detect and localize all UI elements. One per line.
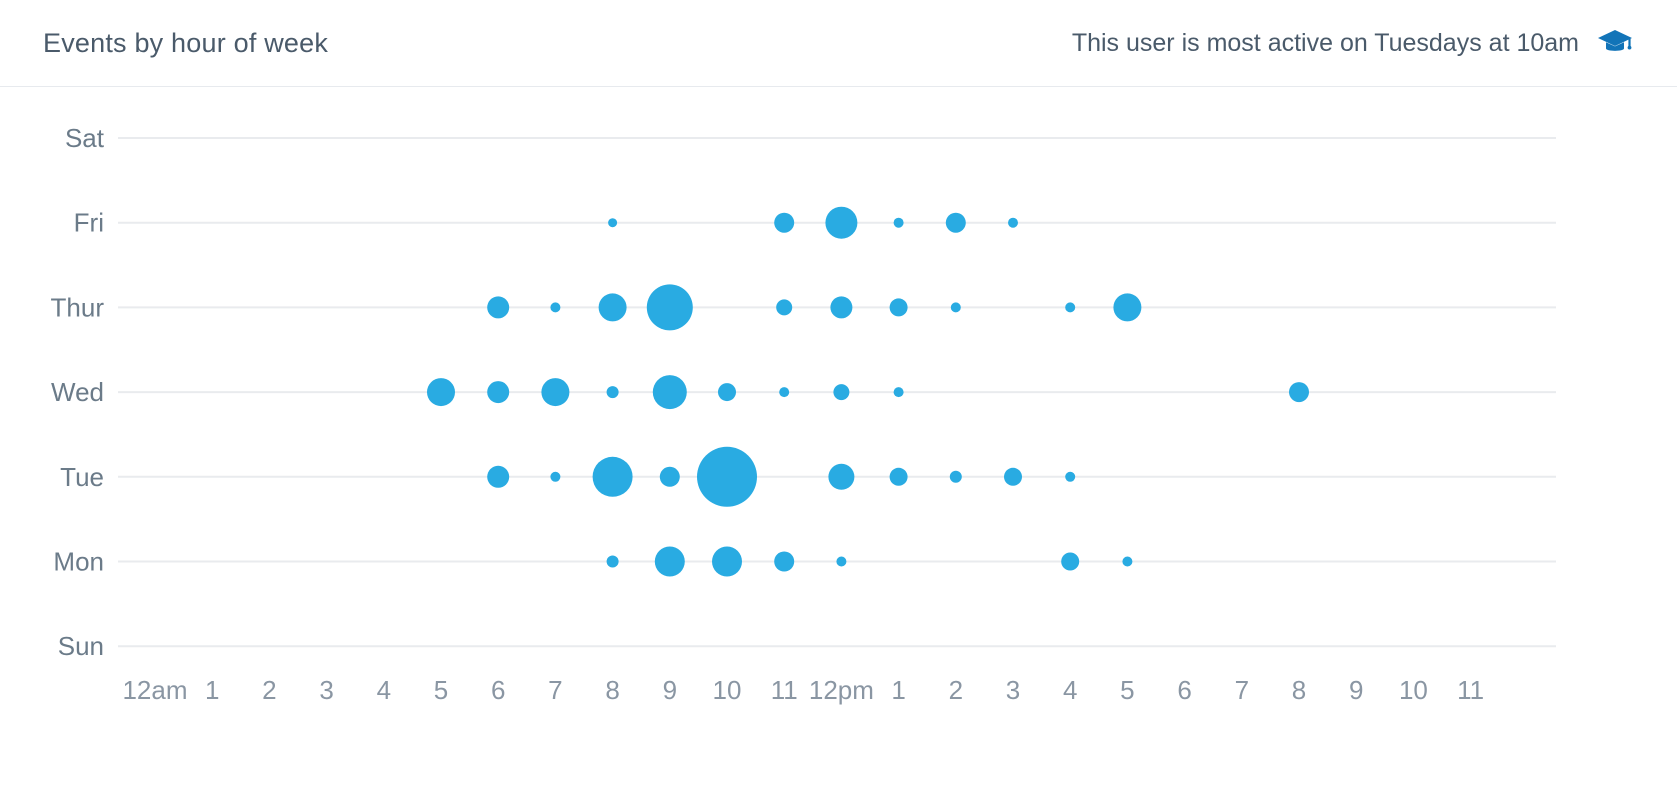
x-axis-label: 2 (949, 675, 963, 705)
x-axis-label: 4 (377, 675, 391, 705)
x-axis-label: 11 (1457, 675, 1484, 705)
bubble[interactable] (830, 296, 853, 319)
x-axis-label: 10 (713, 675, 742, 705)
bubble[interactable] (950, 302, 961, 313)
y-axis-label: Tue (60, 462, 104, 492)
bubble[interactable] (945, 212, 966, 233)
bubble[interactable] (774, 212, 795, 233)
x-axis-label: 7 (548, 675, 562, 705)
bubble[interactable] (776, 299, 793, 316)
bubble[interactable] (1122, 556, 1133, 567)
page-title: Events by hour of week (43, 27, 329, 58)
x-axis-label: 9 (1349, 675, 1363, 705)
y-axis-label: Thur (51, 292, 105, 322)
x-axis-label: 5 (434, 675, 448, 705)
bubble[interactable] (606, 555, 619, 568)
bubble[interactable] (718, 383, 736, 402)
x-axis-label: 5 (1120, 675, 1134, 705)
x-axis-label: 12am (122, 675, 187, 705)
y-axis-label: Sun (58, 631, 104, 661)
bubble[interactable] (606, 386, 619, 399)
bubble[interactable] (889, 467, 908, 486)
bubble[interactable] (487, 381, 510, 404)
bubble[interactable] (487, 465, 510, 488)
x-axis-label: 9 (663, 675, 677, 705)
x-axis-label: 3 (319, 675, 333, 705)
bubble[interactable] (893, 387, 904, 398)
chart-header: Events by hour of week This user is most… (0, 0, 1677, 87)
bubble[interactable] (1065, 302, 1076, 313)
bubble[interactable] (949, 470, 962, 483)
bubble[interactable] (654, 546, 685, 577)
bubble[interactable] (828, 463, 855, 490)
x-axis-label: 10 (1399, 675, 1428, 705)
y-axis-label: Fri (74, 208, 104, 238)
y-axis-label: Mon (53, 547, 104, 577)
graduation-cap-icon (1597, 29, 1633, 57)
x-axis-label: 7 (1235, 675, 1249, 705)
bubble[interactable] (652, 375, 687, 410)
bubble[interactable] (825, 206, 858, 239)
x-axis-label: 1 (205, 675, 219, 705)
bubble[interactable] (427, 378, 455, 407)
y-axis-label: Wed (51, 377, 104, 407)
bubble[interactable] (893, 217, 904, 228)
bubble[interactable] (774, 551, 795, 572)
bubble[interactable] (487, 296, 510, 319)
bubble[interactable] (646, 284, 693, 331)
bubble[interactable] (1008, 217, 1018, 228)
x-axis-label: 6 (1177, 675, 1191, 705)
bubble[interactable] (550, 471, 561, 482)
bubble[interactable] (550, 302, 561, 313)
x-axis-label: 3 (1006, 675, 1020, 705)
bubble[interactable] (541, 378, 570, 407)
x-axis-label: 4 (1063, 675, 1077, 705)
bubble[interactable] (779, 387, 790, 398)
bubble[interactable] (1289, 382, 1309, 403)
bubble[interactable] (598, 293, 627, 322)
bubble[interactable] (1065, 471, 1076, 482)
bubble[interactable] (592, 456, 633, 497)
x-axis-label: 1 (891, 675, 905, 705)
x-axis-label: 2 (262, 675, 276, 705)
bubble[interactable] (833, 384, 850, 401)
x-axis-label: 12pm (809, 675, 874, 705)
header-insight-group: This user is most active on Tuesdays at … (1072, 29, 1633, 58)
x-axis-label: 11 (771, 675, 798, 705)
punchcard-chart: Sat Fri Thur Wed Tue Mon Sun 12am 1 2 3 4 5 6 7 8 9 10 11 1… (0, 87, 1677, 800)
bubble[interactable] (712, 546, 742, 577)
insight-text: This user is most active on Tuesdays at … (1071, 28, 1579, 57)
bubble[interactable] (889, 298, 908, 317)
x-axis-label: 8 (605, 675, 619, 705)
bubble[interactable] (659, 466, 680, 487)
y-axis-label: Sat (65, 123, 105, 153)
x-axis-label: 8 (1292, 675, 1306, 705)
bubble[interactable] (836, 556, 847, 567)
x-axis-label: 6 (491, 675, 505, 705)
bubble[interactable] (697, 446, 757, 507)
bubble[interactable] (1061, 552, 1080, 571)
bubble[interactable] (1113, 293, 1142, 322)
bubble[interactable] (608, 218, 618, 228)
bubble[interactable] (1004, 467, 1022, 486)
